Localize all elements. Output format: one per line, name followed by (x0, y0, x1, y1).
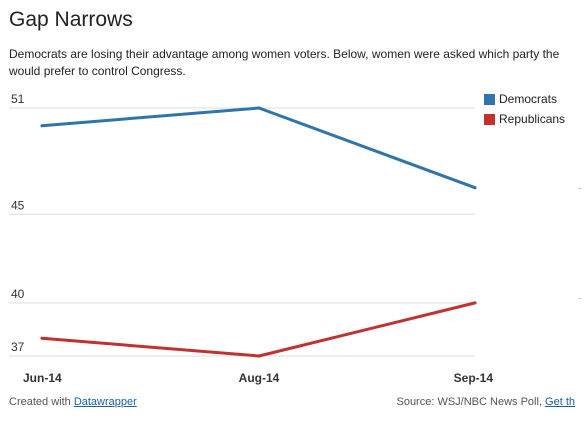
legend-swatch-democrats (484, 93, 495, 105)
series-line-republicans (40, 301, 477, 358)
legend-label-democrats: Democrats (499, 92, 558, 106)
data-point-democrats (257, 106, 261, 110)
x-tick-label: Sep-14 (454, 371, 494, 385)
data-point-republicans (473, 301, 477, 305)
chart-title: Gap Narrows (9, 8, 133, 31)
data-point-republicans (40, 336, 44, 340)
y-tick-label: 40 (11, 287, 25, 301)
legend-label-republicans: Republicans (499, 112, 566, 126)
series-line-democrats (40, 106, 477, 190)
datawrapper-link[interactable]: Datawrapper (73, 396, 137, 408)
legend-item-republicans[interactable]: Republicans (484, 110, 565, 128)
get-the-data-link[interactable]: Get th (545, 396, 575, 408)
legend-item-democrats[interactable]: Democrats (484, 90, 565, 108)
chart-subtitle: Democrats are losing their advantage amo… (9, 47, 560, 78)
footer-created-text: Created with (9, 396, 74, 408)
x-tick-label: Jun-14 (23, 371, 62, 385)
y-tick-label: 37 (11, 340, 25, 354)
edge-tick-mark (578, 188, 581, 189)
legend: Democrats Republicans (484, 90, 565, 130)
data-point-democrats (473, 186, 477, 190)
footer-source: Source: WSJ/NBC News Poll, Get th (396, 396, 575, 408)
edge-tick-mark (578, 298, 581, 299)
y-tick-label: 51 (11, 92, 25, 106)
x-axis-ticks: Jun-14 Aug-14 Sep-14 (23, 371, 493, 385)
footer-credit: Created with Datawrapper (9, 396, 137, 408)
data-point-republicans (257, 354, 261, 358)
y-axis-ticks: 51 45 40 37 (11, 92, 25, 354)
data-point-democrats (40, 124, 44, 128)
y-tick-label: 45 (11, 198, 25, 212)
legend-swatch-republicans (484, 113, 495, 125)
x-tick-label: Aug-14 (239, 371, 280, 385)
footer-source-text: Source: WSJ/NBC News Poll, (396, 396, 546, 408)
series-lines (40, 106, 477, 358)
